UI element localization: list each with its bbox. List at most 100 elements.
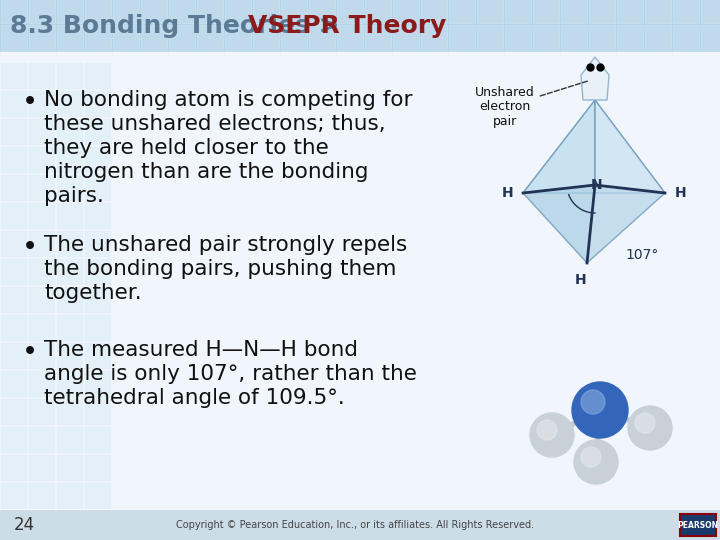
Polygon shape — [523, 185, 595, 263]
Bar — [281, 25, 307, 51]
Bar — [589, 0, 615, 23]
Text: VSEPR Theory: VSEPR Theory — [248, 14, 446, 38]
Text: tetrahedral angle of 109.5°.: tetrahedral angle of 109.5°. — [44, 388, 345, 408]
Bar — [113, 0, 139, 23]
Bar — [309, 25, 335, 51]
Circle shape — [574, 440, 618, 484]
Bar — [57, 147, 83, 173]
Bar — [57, 315, 83, 341]
Text: angle is only 107°, rather than the: angle is only 107°, rather than the — [44, 364, 417, 384]
Bar — [1, 25, 27, 51]
Bar — [57, 203, 83, 229]
Text: the bonding pairs, pushing them: the bonding pairs, pushing them — [44, 259, 397, 279]
Bar — [85, 259, 111, 285]
Bar — [1, 259, 27, 285]
Bar — [1, 315, 27, 341]
Polygon shape — [523, 100, 665, 193]
Bar — [421, 0, 447, 23]
Bar — [393, 25, 419, 51]
Text: PEARSON: PEARSON — [678, 521, 719, 530]
Bar — [57, 0, 83, 23]
Bar — [1, 399, 27, 425]
Bar — [1, 147, 27, 173]
Bar — [57, 119, 83, 145]
Bar — [113, 25, 139, 51]
Text: Copyright © Pearson Education, Inc., or its affiliates. All Rights Reserved.: Copyright © Pearson Education, Inc., or … — [176, 520, 534, 530]
Bar — [673, 0, 699, 23]
Bar — [1, 371, 27, 397]
Text: these unshared electrons; thus,: these unshared electrons; thus, — [44, 114, 386, 134]
Circle shape — [635, 413, 655, 433]
Bar — [57, 455, 83, 481]
Bar — [645, 0, 671, 23]
Bar — [673, 25, 699, 51]
Bar — [29, 175, 55, 201]
Bar — [29, 203, 55, 229]
Bar — [29, 0, 55, 23]
Bar — [505, 0, 531, 23]
Text: 24: 24 — [14, 516, 35, 534]
Bar — [29, 371, 55, 397]
Bar — [29, 427, 55, 453]
Bar — [1, 91, 27, 117]
Circle shape — [572, 382, 628, 438]
Text: •: • — [22, 235, 38, 261]
Bar — [85, 0, 111, 23]
Text: H: H — [501, 186, 513, 200]
Bar — [29, 399, 55, 425]
Text: The unshared pair strongly repels: The unshared pair strongly repels — [44, 235, 408, 255]
Bar — [0, 510, 720, 540]
Bar — [533, 0, 559, 23]
Text: 8.3 Bonding Theories >: 8.3 Bonding Theories > — [10, 14, 348, 38]
Bar — [29, 455, 55, 481]
Bar — [85, 25, 111, 51]
Bar — [85, 343, 111, 369]
Bar — [337, 0, 363, 23]
Text: Unshared
electron
pair: Unshared electron pair — [475, 81, 588, 129]
Bar — [57, 371, 83, 397]
Bar — [225, 0, 251, 23]
Bar — [449, 25, 475, 51]
Bar — [85, 399, 111, 425]
Text: •: • — [22, 340, 38, 366]
Bar — [1, 63, 27, 89]
Bar — [393, 0, 419, 23]
Bar — [617, 25, 643, 51]
Bar — [57, 427, 83, 453]
Bar — [533, 25, 559, 51]
Bar — [1, 175, 27, 201]
Bar — [169, 25, 195, 51]
Text: H: H — [575, 273, 587, 287]
Bar — [29, 91, 55, 117]
Bar — [85, 119, 111, 145]
Bar — [1, 231, 27, 257]
Bar — [57, 259, 83, 285]
Bar — [449, 0, 475, 23]
Circle shape — [581, 447, 601, 467]
Bar — [645, 25, 671, 51]
Bar — [0, 0, 720, 52]
Bar — [701, 0, 720, 23]
Circle shape — [537, 420, 557, 440]
Bar — [680, 514, 716, 536]
Bar — [57, 343, 83, 369]
Polygon shape — [595, 100, 665, 193]
Bar — [617, 0, 643, 23]
Circle shape — [530, 413, 574, 457]
Bar — [589, 25, 615, 51]
Text: they are held closer to the: they are held closer to the — [44, 138, 329, 158]
Bar — [29, 315, 55, 341]
Polygon shape — [523, 100, 595, 193]
Text: No bonding atom is competing for: No bonding atom is competing for — [44, 90, 413, 110]
Circle shape — [581, 390, 605, 414]
Bar — [1, 119, 27, 145]
Bar — [57, 175, 83, 201]
Bar — [85, 371, 111, 397]
Bar — [701, 25, 720, 51]
Text: The measured H—N—H bond: The measured H—N—H bond — [44, 340, 358, 360]
Bar — [477, 0, 503, 23]
Bar — [85, 315, 111, 341]
Bar — [29, 25, 55, 51]
Bar — [29, 63, 55, 89]
Bar — [29, 119, 55, 145]
